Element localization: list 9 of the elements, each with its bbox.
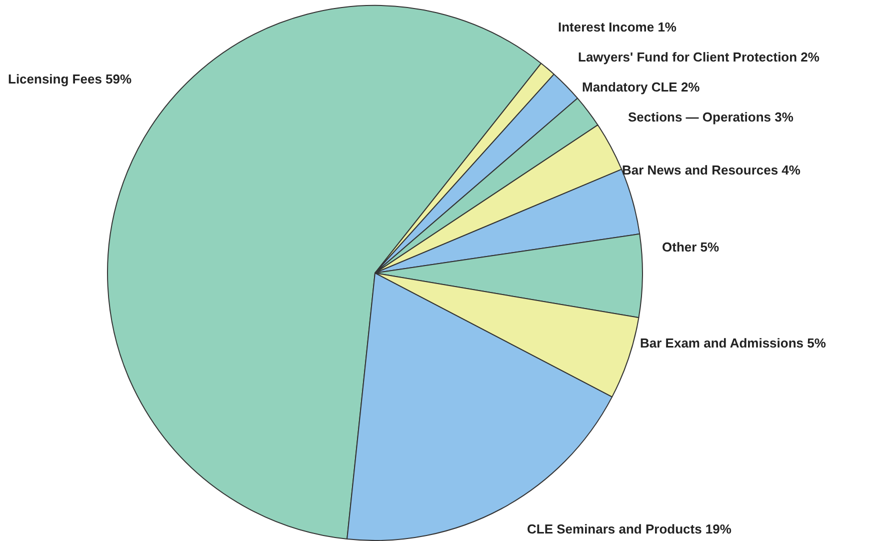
slice-label: Sections — Operations 3% (628, 110, 794, 125)
slice-label: CLE Seminars and Products 19% (527, 522, 732, 537)
slice-label: Bar Exam and Admissions 5% (640, 336, 826, 351)
slice-label: Lawyers' Fund for Client Protection 2% (578, 50, 820, 65)
slice-label: Interest Income 1% (558, 20, 677, 35)
slice-label: Mandatory CLE 2% (582, 80, 700, 95)
slice-label: Other 5% (662, 240, 720, 255)
slice-label: Bar News and Resources 4% (622, 162, 801, 178)
slice-label: Licensing Fees 59% (8, 72, 132, 87)
